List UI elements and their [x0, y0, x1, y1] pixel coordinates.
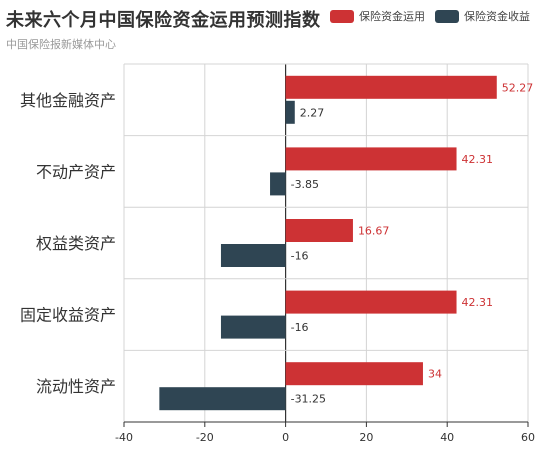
data-label-series-1: 16.67 — [358, 225, 390, 238]
category-label: 其他金融资产 — [20, 91, 116, 110]
category-label: 权益类资产 — [36, 234, 116, 253]
data-label-series-2: -31.25 — [291, 393, 326, 406]
bar-series-2 — [285, 100, 295, 124]
bar-series-1 — [285, 219, 353, 242]
chart-legend: 保险资金运用 保险资金收益 — [330, 8, 530, 24]
data-label-series-1: 42.31 — [462, 296, 494, 309]
category-label: 不动产资产 — [36, 162, 116, 181]
data-label-series-2: -3.85 — [291, 178, 319, 191]
x-tick-label: 40 — [440, 431, 454, 444]
legend-label-series-1: 保险资金运用 — [359, 10, 425, 23]
bar-series-1 — [285, 75, 497, 99]
bar-series-2 — [270, 172, 286, 196]
bar-series-1 — [285, 290, 457, 314]
bar-series-1 — [285, 147, 457, 171]
bar-series-2 — [220, 244, 286, 267]
x-tick-label: -40 — [115, 431, 133, 444]
x-tick-label: -20 — [196, 431, 214, 444]
legend-swatch-series-1 — [330, 9, 354, 23]
bar-series-2 — [220, 315, 286, 339]
category-label: 固定收益资产 — [20, 306, 116, 325]
legend-swatch-series-2 — [435, 9, 459, 23]
data-label-series-1: 34 — [428, 368, 442, 381]
x-tick-label: 60 — [521, 431, 535, 444]
chart-subtitle: 中国保险报新媒体中心 — [6, 38, 116, 51]
chart-title: 未来六个月中国保险资金运用预测指数 — [6, 10, 321, 31]
bar-series-2 — [159, 387, 286, 411]
x-tick-label: 0 — [282, 431, 289, 444]
legend-item-series-1[interactable]: 保险资金运用 — [330, 8, 425, 24]
data-label-series-1: 42.31 — [462, 153, 494, 166]
data-label-series-1: 52.27 — [502, 81, 534, 94]
category-label: 流动性资产 — [36, 377, 116, 396]
bar-series-1 — [285, 362, 423, 386]
data-label-series-2: -16 — [291, 250, 309, 263]
legend-item-series-2[interactable]: 保险资金收益 — [435, 8, 530, 24]
x-tick-label: 20 — [359, 431, 373, 444]
legend-label-series-2: 保险资金收益 — [464, 10, 530, 23]
data-label-series-2: 2.27 — [300, 106, 325, 119]
data-label-series-2: -16 — [291, 321, 309, 334]
